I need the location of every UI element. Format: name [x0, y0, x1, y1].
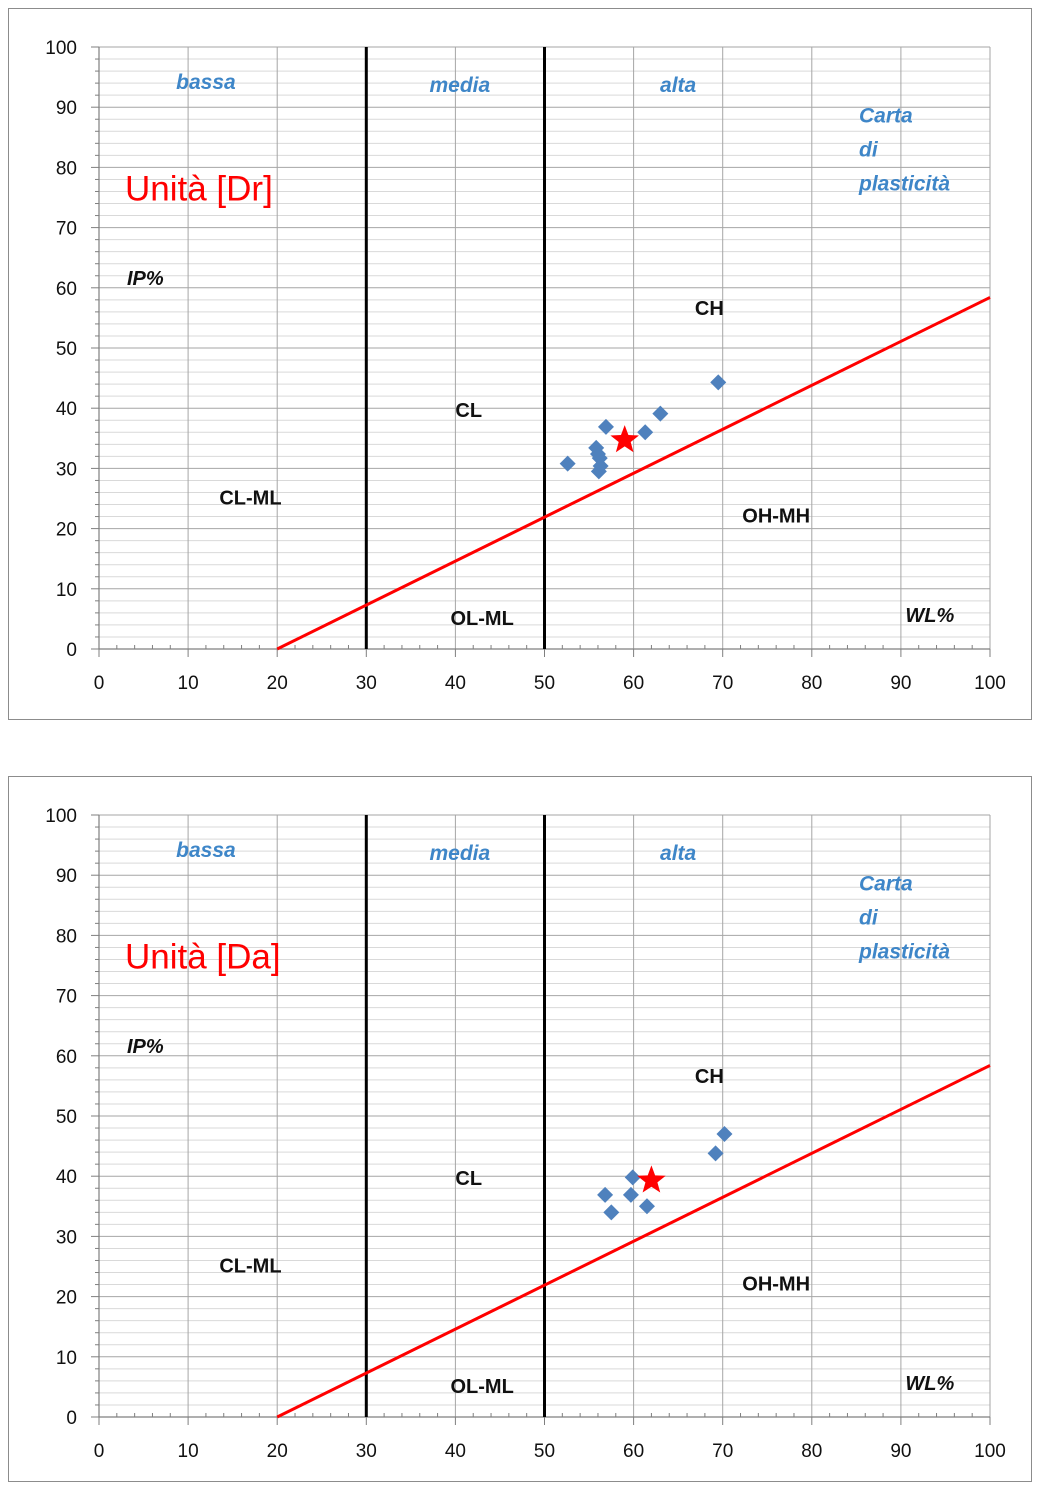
x-tick-label: 10 — [178, 1441, 199, 1462]
zone-label: alta — [660, 842, 697, 865]
region-label: OL-ML — [450, 608, 513, 630]
y-tick-label: 80 — [56, 158, 77, 179]
data-point-diamond — [624, 1169, 641, 1186]
x-axis-label: WL% — [905, 1373, 954, 1395]
y-tick-label: 0 — [66, 640, 77, 661]
y-tick-label: 100 — [45, 806, 77, 827]
chart-svg-dr: 0 10 20 30 40 50 60 70 80 90 100 0 10 20 30 40 50 60 70 80 9… — [45, 38, 1006, 694]
data-point-diamond — [716, 1126, 733, 1143]
y-tick-label: 90 — [56, 866, 77, 887]
chart-subtitle-line: di — [859, 906, 879, 929]
x-tick-label: 100 — [974, 673, 1006, 694]
chart-subtitle-line: di — [859, 138, 879, 161]
x-tick-label: 70 — [712, 1441, 733, 1462]
y-tick-label: 70 — [56, 987, 77, 1008]
x-tick-label: 0 — [94, 1441, 105, 1462]
mean-point-star — [637, 1165, 666, 1193]
x-tick-label: 50 — [534, 1441, 555, 1462]
y-tick-label: 60 — [56, 279, 77, 300]
region-label: CH — [695, 1066, 724, 1088]
x-tick-label: 90 — [890, 1441, 911, 1462]
chart-subtitle-line: Carta — [859, 104, 913, 127]
zone-label: bassa — [176, 839, 236, 862]
data-point-diamond — [592, 457, 609, 474]
region-label: CL — [455, 1168, 482, 1190]
y-axis-label: IP% — [127, 1036, 164, 1058]
y-tick-label: 20 — [56, 520, 77, 541]
region-label: CH — [695, 298, 724, 320]
x-tick-label: 50 — [534, 673, 555, 694]
x-tick-label: 30 — [356, 1441, 377, 1462]
y-tick-label: 20 — [56, 1288, 77, 1309]
a-line — [276, 296, 991, 651]
x-tick-label: 80 — [801, 673, 822, 694]
x-tick-label: 100 — [974, 1441, 1006, 1462]
y-tick-label: 100 — [45, 38, 77, 59]
x-tick-label: 40 — [445, 673, 466, 694]
region-label: OH-MH — [742, 1274, 810, 1296]
x-axis-label: WL% — [905, 605, 954, 627]
x-tick-label: 60 — [623, 1441, 644, 1462]
data-point-diamond — [597, 1186, 614, 1203]
data-point-diamond — [707, 1145, 724, 1162]
y-tick-label: 80 — [56, 926, 77, 947]
region-label: CL-ML — [219, 488, 281, 510]
mean-point-star — [610, 425, 639, 453]
data-point-diamond — [637, 424, 654, 441]
zone-label: media — [430, 842, 491, 865]
chart-title: Unità [Dr] — [125, 170, 273, 209]
chart-svg-da: 0 10 20 30 40 50 60 70 80 90 100 0 10 20 30 40 50 60 70 80 9… — [45, 806, 1006, 1462]
y-tick-label: 30 — [56, 459, 77, 480]
y-tick-label: 40 — [56, 399, 77, 420]
y-tick-label: 70 — [56, 219, 77, 240]
x-tick-label: 20 — [267, 1441, 288, 1462]
chart-subtitle-line: plasticità — [858, 172, 950, 195]
chart-subtitle-line: Carta — [859, 872, 913, 895]
chart-title: Unità [Da] — [125, 938, 281, 977]
y-tick-label: 50 — [56, 1107, 77, 1128]
region-label: CL — [455, 400, 482, 422]
data-point-diamond — [710, 374, 727, 391]
data-point-diamond — [597, 418, 614, 435]
chart-subtitle-line: plasticità — [858, 940, 950, 963]
x-tick-label: 20 — [267, 673, 288, 694]
x-tick-label: 80 — [801, 1441, 822, 1462]
data-point-diamond — [603, 1204, 620, 1221]
zone-label: bassa — [176, 71, 236, 94]
data-point-diamond — [652, 405, 669, 422]
zone-label: media — [430, 74, 491, 97]
region-label: OH-MH — [742, 506, 810, 528]
y-tick-label: 0 — [66, 1408, 77, 1429]
x-tick-label: 0 — [94, 673, 105, 694]
x-tick-label: 30 — [356, 673, 377, 694]
y-tick-label: 90 — [56, 98, 77, 119]
x-tick-label: 10 — [178, 673, 199, 694]
data-point-diamond — [638, 1198, 655, 1215]
y-tick-label: 50 — [56, 339, 77, 360]
y-tick-label: 60 — [56, 1047, 77, 1068]
x-tick-label: 70 — [712, 673, 733, 694]
x-tick-label: 90 — [890, 673, 911, 694]
a-line — [276, 1064, 991, 1419]
region-label: CL-ML — [219, 1256, 281, 1278]
y-tick-label: 40 — [56, 1167, 77, 1188]
y-tick-label: 30 — [56, 1227, 77, 1248]
y-tick-label: 10 — [56, 580, 77, 601]
y-tick-label: 10 — [56, 1348, 77, 1369]
data-point-diamond — [559, 455, 576, 472]
region-label: OL-ML — [450, 1376, 513, 1398]
plasticity-chart-dr: 0 10 20 30 40 50 60 70 80 90 100 0 10 20 30 40 50 60 70 80 9… — [8, 8, 1032, 720]
data-point-diamond — [622, 1186, 639, 1203]
plasticity-chart-da: 0 10 20 30 40 50 60 70 80 90 100 0 10 20 30 40 50 60 70 80 9… — [8, 776, 1032, 1482]
x-tick-label: 60 — [623, 673, 644, 694]
zone-label: alta — [660, 74, 697, 97]
y-axis-label: IP% — [127, 268, 164, 290]
x-tick-label: 40 — [445, 1441, 466, 1462]
